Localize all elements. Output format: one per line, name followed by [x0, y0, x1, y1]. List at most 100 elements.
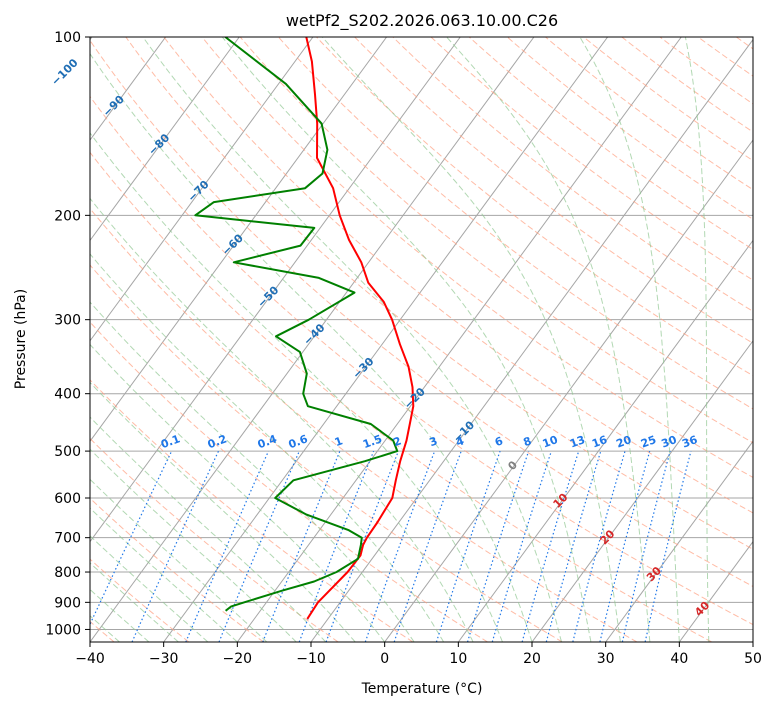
mixing-ratio-label: 0.2: [206, 432, 229, 451]
mixing-ratio-label: 1: [333, 434, 345, 449]
isotherm-line: [752, 641, 753, 642]
x-tick-label: −10: [296, 651, 326, 667]
mixing-ratio-label: 0.4: [256, 432, 279, 451]
isotherm-line: [90, 37, 461, 543]
mixing-ratio-label: 0.6: [287, 432, 310, 451]
temperature-profile: [305, 37, 415, 620]
moist-adiabat-line: [90, 478, 268, 642]
moist-adiabat-line: [90, 562, 179, 642]
plot-frame: [89, 36, 754, 643]
y-axis-label: Pressure (hPa): [13, 289, 29, 389]
dry-adiabat-line: [278, 37, 753, 410]
isotherm-line: [90, 37, 240, 242]
mixing-ratio-label: 36: [680, 433, 699, 451]
x-tick-label: 0: [380, 651, 389, 667]
moist-adiabat-line: [446, 37, 651, 642]
y-tick-label: 1000: [45, 622, 81, 638]
x-tick-label: 10: [449, 651, 467, 667]
x-axis-label: Temperature (°C): [361, 681, 483, 697]
isotherm-label: −40: [301, 321, 328, 348]
y-tick-label: 300: [54, 313, 81, 329]
isotherm-line: [90, 37, 388, 443]
isotherm-label: −90: [100, 93, 127, 120]
isotherm-line: [163, 37, 609, 642]
moist-adiabat-line: [90, 535, 209, 642]
mixing-ratio-line: [262, 450, 341, 642]
mixing-ratio-label: 6: [493, 434, 505, 449]
dry-adiabat-line: [316, 37, 753, 377]
isotherm-line: [457, 239, 753, 642]
y-tick-label: 900: [54, 595, 81, 611]
dry-adiabat-line: [583, 37, 753, 162]
mixing-ratio-line: [90, 450, 173, 626]
dry-adiabat-line: [354, 37, 753, 344]
background-lines: [90, 37, 753, 642]
mixing-ratio-label: 8: [522, 434, 534, 449]
dry-adiabat-line: [239, 37, 753, 444]
y-tick-label: 400: [54, 387, 81, 403]
moist-adiabat-line: [321, 37, 621, 642]
mixing-ratio-line: [621, 450, 671, 642]
mixing-ratio-label: 10: [541, 433, 560, 451]
mixing-ratio-line: [521, 450, 580, 642]
mixing-ratio-line: [325, 450, 399, 642]
moist-adiabat-line: [142, 37, 562, 642]
moist-adiabat-line: [579, 37, 680, 642]
dry-adiabat-line: [430, 37, 753, 281]
mixing-ratio-line: [466, 450, 530, 642]
moist-adiabat-line: [90, 132, 503, 642]
isotherm-label: −60: [219, 231, 246, 258]
moist-adiabat-line: [90, 197, 474, 642]
y-tick-label: 200: [54, 208, 81, 224]
y-tick-label: 700: [54, 531, 81, 547]
isotherm-line: [605, 440, 753, 642]
chart-title: wetPf2_S202.2026.063.10.00.C26: [286, 11, 558, 31]
moist-adiabat-line: [90, 588, 150, 642]
dry-adiabat-line: [697, 37, 753, 77]
mixing-ratio-label: 3: [428, 434, 440, 449]
dry-adiabat-line: [545, 37, 753, 191]
x-tick-label: 30: [597, 651, 615, 667]
isotherm-label: −30: [350, 355, 377, 382]
mixing-ratio-label: 13: [568, 433, 587, 450]
mixing-ratio-line: [435, 450, 501, 642]
mixing-ratio-line: [491, 450, 552, 642]
dry-adiabat-line: [468, 37, 753, 250]
mixing-ratio-line: [599, 450, 651, 642]
moist-adiabat-line: [90, 52, 533, 642]
moist-adiabat-line: [90, 416, 327, 642]
isotherm-line: [90, 37, 167, 141]
dry-adiabat-line: [90, 95, 753, 626]
x-tick-label: −30: [149, 651, 179, 667]
isotherm-line: [384, 139, 753, 642]
dry-adiabat-line: [90, 264, 563, 642]
dry-adiabat-line: [90, 151, 712, 642]
dry-adiabat-line: [90, 497, 264, 642]
mixing-ratio-line: [185, 450, 270, 642]
moist-adiabat-line: [90, 381, 356, 642]
isotherm-line: [90, 37, 535, 642]
x-tick-label: −20: [223, 651, 253, 667]
mixing-ratio-line: [364, 450, 436, 642]
mixing-ratio-label: 25: [639, 433, 658, 450]
mixing-ratio-label: 16: [590, 433, 609, 451]
mixing-ratio-line: [218, 450, 300, 642]
x-tick-label: 20: [523, 651, 541, 667]
x-tick-label: −40: [75, 651, 105, 667]
isotherm-line: [90, 37, 314, 342]
dry-adiabat-line: [163, 37, 753, 514]
dry-adiabat-line: [90, 437, 339, 642]
mixing-ratio-line: [131, 450, 220, 642]
dry-adiabat-line: [125, 37, 753, 550]
mixing-ratio-line: [644, 450, 692, 642]
isotherm-label: −10: [451, 418, 478, 445]
moist-adiabat-line: [90, 301, 415, 642]
y-tick-label: 600: [54, 491, 81, 507]
mixing-ratio-label: 1.5: [361, 432, 384, 451]
moist-adiabat-line: [90, 253, 445, 642]
moist-adiabat-line: [90, 343, 386, 642]
dry-adiabat-line: [90, 207, 638, 642]
mixing-ratio-label: 2: [391, 434, 403, 449]
